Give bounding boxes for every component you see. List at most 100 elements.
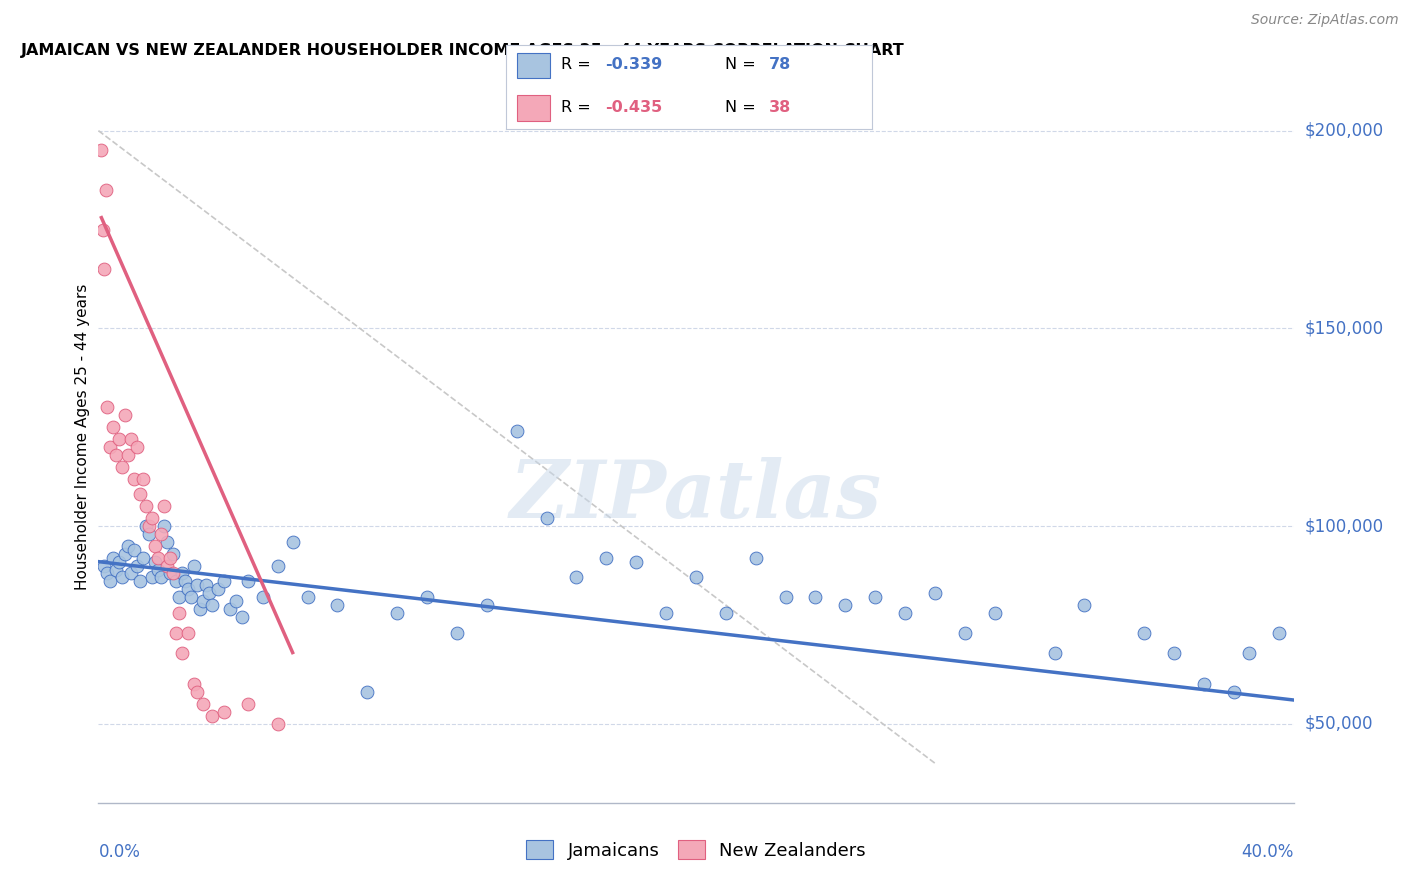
Point <box>162 566 184 581</box>
Point <box>141 570 163 584</box>
Point <box>162 547 184 561</box>
Point <box>111 570 134 584</box>
Point <box>188 602 211 616</box>
Point <box>1073 598 1095 612</box>
Point <box>198 586 221 600</box>
Y-axis label: Householder Income Ages 25 - 44 years: Householder Income Ages 25 - 44 years <box>75 284 90 591</box>
Point <box>194 578 218 592</box>
Point <box>281 534 304 549</box>
Point <box>267 558 290 573</box>
Point <box>103 550 125 565</box>
Point <box>595 550 617 565</box>
Point <box>267 716 290 731</box>
Point <box>953 625 976 640</box>
Point <box>111 459 134 474</box>
Text: 0.0%: 0.0% <box>98 843 141 861</box>
Point <box>1237 646 1260 660</box>
Text: N =: N = <box>725 57 762 72</box>
Point <box>129 574 152 589</box>
Text: ZIPatlas: ZIPatlas <box>510 457 882 534</box>
Point <box>506 424 529 438</box>
Point <box>156 558 179 573</box>
Point <box>172 646 194 660</box>
Point <box>117 448 139 462</box>
Point <box>93 558 115 573</box>
Point <box>183 558 205 573</box>
Point <box>252 591 274 605</box>
Text: $50,000: $50,000 <box>1305 714 1374 732</box>
Text: -0.339: -0.339 <box>605 57 662 72</box>
Point <box>172 566 194 581</box>
Point <box>98 574 122 589</box>
Point <box>138 519 160 533</box>
Text: R =: R = <box>561 100 596 115</box>
Point <box>416 591 439 605</box>
Text: 78: 78 <box>769 57 792 72</box>
Point <box>201 708 224 723</box>
Point <box>475 598 498 612</box>
Point <box>1163 646 1185 660</box>
Text: $100,000: $100,000 <box>1305 517 1384 535</box>
Point <box>174 574 197 589</box>
Point <box>94 183 117 197</box>
FancyBboxPatch shape <box>517 95 550 120</box>
Point <box>135 519 157 533</box>
Point <box>834 598 856 612</box>
Point <box>297 591 319 605</box>
Text: 40.0%: 40.0% <box>1241 843 1294 861</box>
Point <box>183 677 205 691</box>
Point <box>153 500 176 514</box>
Point <box>180 591 202 605</box>
Point <box>167 591 190 605</box>
Point <box>120 566 142 581</box>
FancyBboxPatch shape <box>517 54 550 78</box>
Point <box>201 598 224 612</box>
Point <box>148 562 170 576</box>
Point <box>191 594 214 608</box>
Point <box>231 610 253 624</box>
Point <box>1267 625 1289 640</box>
Point <box>148 550 170 565</box>
Text: $200,000: $200,000 <box>1305 121 1384 140</box>
Text: $150,000: $150,000 <box>1305 319 1384 337</box>
Point <box>150 527 173 541</box>
Point <box>143 555 166 569</box>
Point <box>894 606 917 620</box>
Point <box>685 570 707 584</box>
Point <box>714 606 737 620</box>
Point <box>156 534 179 549</box>
Point <box>1133 625 1156 640</box>
Point <box>177 625 200 640</box>
Point <box>775 591 797 605</box>
Legend: Jamaicans, New Zealanders: Jamaicans, New Zealanders <box>519 833 873 867</box>
Point <box>108 432 131 446</box>
Point <box>103 420 125 434</box>
Point <box>105 562 128 576</box>
Point <box>219 602 242 616</box>
Point <box>565 570 588 584</box>
Point <box>177 582 200 597</box>
Point <box>191 697 214 711</box>
Point <box>114 409 136 423</box>
Point <box>236 697 259 711</box>
Point <box>153 519 176 533</box>
Point <box>212 574 235 589</box>
Point <box>655 606 678 620</box>
Point <box>138 527 160 541</box>
Point <box>804 591 827 605</box>
Point <box>141 511 163 525</box>
Point <box>114 547 136 561</box>
Point <box>159 550 181 565</box>
Point <box>135 500 157 514</box>
Point <box>120 432 142 446</box>
Point <box>983 606 1005 620</box>
Point <box>129 487 152 501</box>
Point <box>127 558 149 573</box>
Point <box>91 222 114 236</box>
Point <box>127 440 149 454</box>
Point <box>326 598 349 612</box>
Point <box>186 685 208 699</box>
Point <box>108 555 131 569</box>
Point <box>132 472 155 486</box>
Point <box>167 606 190 620</box>
